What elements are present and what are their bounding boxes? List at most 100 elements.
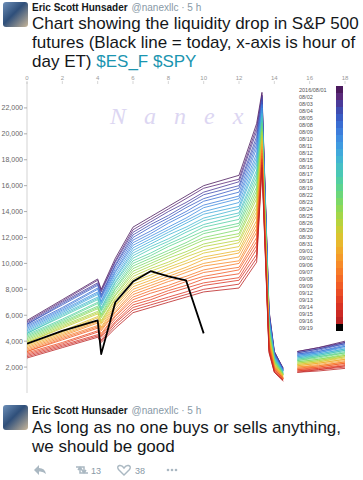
y-tick-label: 10,000 bbox=[2, 260, 24, 267]
legend-label: 09/14 bbox=[299, 304, 313, 310]
y-tick-label: 4,000 bbox=[5, 338, 23, 345]
retweet-count: 13 bbox=[91, 466, 101, 476]
y-tick-label: 16,000 bbox=[2, 182, 24, 189]
avatar[interactable] bbox=[3, 2, 28, 27]
legend-swatch bbox=[336, 191, 343, 198]
author-name[interactable]: Eric Scott Hunsader bbox=[32, 2, 128, 13]
legend-label: 09/16 bbox=[299, 318, 313, 324]
legend-swatch bbox=[336, 240, 343, 247]
cashtag[interactable]: $ES_F bbox=[96, 52, 148, 71]
legend-label: 08/08 bbox=[299, 122, 313, 128]
reply-icon[interactable] bbox=[34, 465, 46, 475]
y-tick bbox=[24, 263, 27, 264]
legend-label: 09/09 bbox=[299, 283, 313, 289]
author-name[interactable]: Eric Scott Hunsader bbox=[32, 405, 128, 416]
handle-time: @nanexllc · 5 h bbox=[132, 2, 202, 13]
cashtag[interactable]: $SPY bbox=[153, 52, 196, 71]
legend-swatch bbox=[336, 233, 343, 240]
y-tick bbox=[24, 133, 27, 134]
legend-label: 08/29 bbox=[299, 227, 313, 233]
y-tick bbox=[24, 315, 27, 316]
chart: Nanex2,0004,0006,0008,00010,00012,00014,… bbox=[0, 72, 363, 402]
y-tick bbox=[24, 185, 27, 186]
legend-swatch bbox=[336, 177, 343, 184]
plot-lines bbox=[27, 92, 345, 381]
y-tick-label: 14,000 bbox=[2, 208, 24, 215]
y-tick bbox=[24, 107, 27, 108]
legend-swatch bbox=[336, 100, 343, 107]
legend-label: 09/13 bbox=[299, 297, 313, 303]
series-line bbox=[27, 149, 345, 377]
series-line bbox=[27, 153, 345, 378]
y-tick-label: 22,000 bbox=[2, 104, 24, 111]
legend-label: 2016/08/01 bbox=[299, 87, 327, 93]
legend-label: 08/12 bbox=[299, 150, 313, 156]
legend-swatch bbox=[336, 212, 343, 219]
series-line bbox=[27, 162, 345, 380]
y-tick-label: 8,000 bbox=[5, 286, 23, 293]
series-line bbox=[27, 138, 345, 376]
legend-swatch bbox=[336, 205, 343, 212]
legend-label: 08/10 bbox=[299, 136, 313, 142]
x-tick-label: 2 bbox=[61, 75, 65, 81]
legend-swatch bbox=[336, 296, 343, 303]
legend-swatch bbox=[336, 86, 343, 93]
series-line bbox=[27, 126, 345, 374]
legend-swatch bbox=[336, 93, 343, 100]
like-count: 38 bbox=[135, 466, 145, 476]
more-icon[interactable] bbox=[171, 469, 174, 472]
legend-swatch bbox=[336, 275, 343, 282]
x-tick-label: 4 bbox=[96, 75, 100, 81]
series-line bbox=[27, 140, 345, 376]
series-line bbox=[27, 117, 345, 372]
legend-swatch bbox=[336, 114, 343, 121]
series-line bbox=[27, 135, 345, 375]
legend-label: 09/06 bbox=[299, 262, 313, 268]
more-icon[interactable] bbox=[167, 469, 170, 472]
legend-label: 08/03 bbox=[299, 101, 313, 107]
more-icon[interactable] bbox=[175, 469, 178, 472]
legend-label: 08/16 bbox=[299, 164, 313, 170]
x-tick bbox=[274, 81, 275, 84]
legend-label: 08/09 bbox=[299, 129, 313, 135]
legend-swatch bbox=[336, 303, 343, 310]
y-tick bbox=[24, 289, 27, 290]
x-tick bbox=[133, 81, 134, 84]
legend-swatch bbox=[336, 254, 343, 261]
series-line bbox=[27, 156, 345, 379]
series-line bbox=[27, 142, 345, 377]
avatar[interactable] bbox=[3, 405, 28, 430]
legend-swatch bbox=[336, 170, 343, 177]
x-tick bbox=[97, 81, 98, 84]
legend-swatch bbox=[336, 163, 343, 170]
x-tick-label: 0 bbox=[25, 75, 29, 81]
series-line bbox=[27, 113, 345, 371]
legend-label: 08/04 bbox=[299, 108, 313, 114]
legend-label: 08/25 bbox=[299, 213, 313, 219]
x-tick-label: 6 bbox=[131, 75, 135, 81]
legend-label: 08/22 bbox=[299, 192, 313, 198]
legend-swatch bbox=[336, 310, 343, 317]
legend-label: 09/08 bbox=[299, 276, 313, 282]
x-tick bbox=[203, 81, 204, 84]
tweet-meta: Eric Scott Hunsader@nanexllc · 5 h bbox=[32, 405, 201, 416]
x-tick-label: 8 bbox=[167, 75, 171, 81]
legend-swatch bbox=[336, 317, 343, 324]
series-line bbox=[27, 101, 345, 369]
legend-label: 08/23 bbox=[299, 199, 313, 205]
y-tick bbox=[24, 237, 27, 238]
legend-label: 09/15 bbox=[299, 311, 313, 317]
legend-swatch bbox=[336, 282, 343, 289]
series-line bbox=[27, 160, 345, 380]
retweet-icon[interactable] bbox=[76, 467, 88, 473]
x-tick bbox=[168, 81, 169, 84]
legend-swatch bbox=[336, 121, 343, 128]
like-icon[interactable] bbox=[118, 465, 131, 475]
legend-swatch bbox=[336, 219, 343, 226]
series-line bbox=[27, 151, 345, 379]
legend-label: 09/19 bbox=[299, 325, 313, 331]
legend-label: 09/01 bbox=[299, 248, 313, 254]
series-line bbox=[27, 158, 345, 378]
legend-swatch bbox=[336, 324, 343, 331]
legend-label: 08/19 bbox=[299, 185, 313, 191]
